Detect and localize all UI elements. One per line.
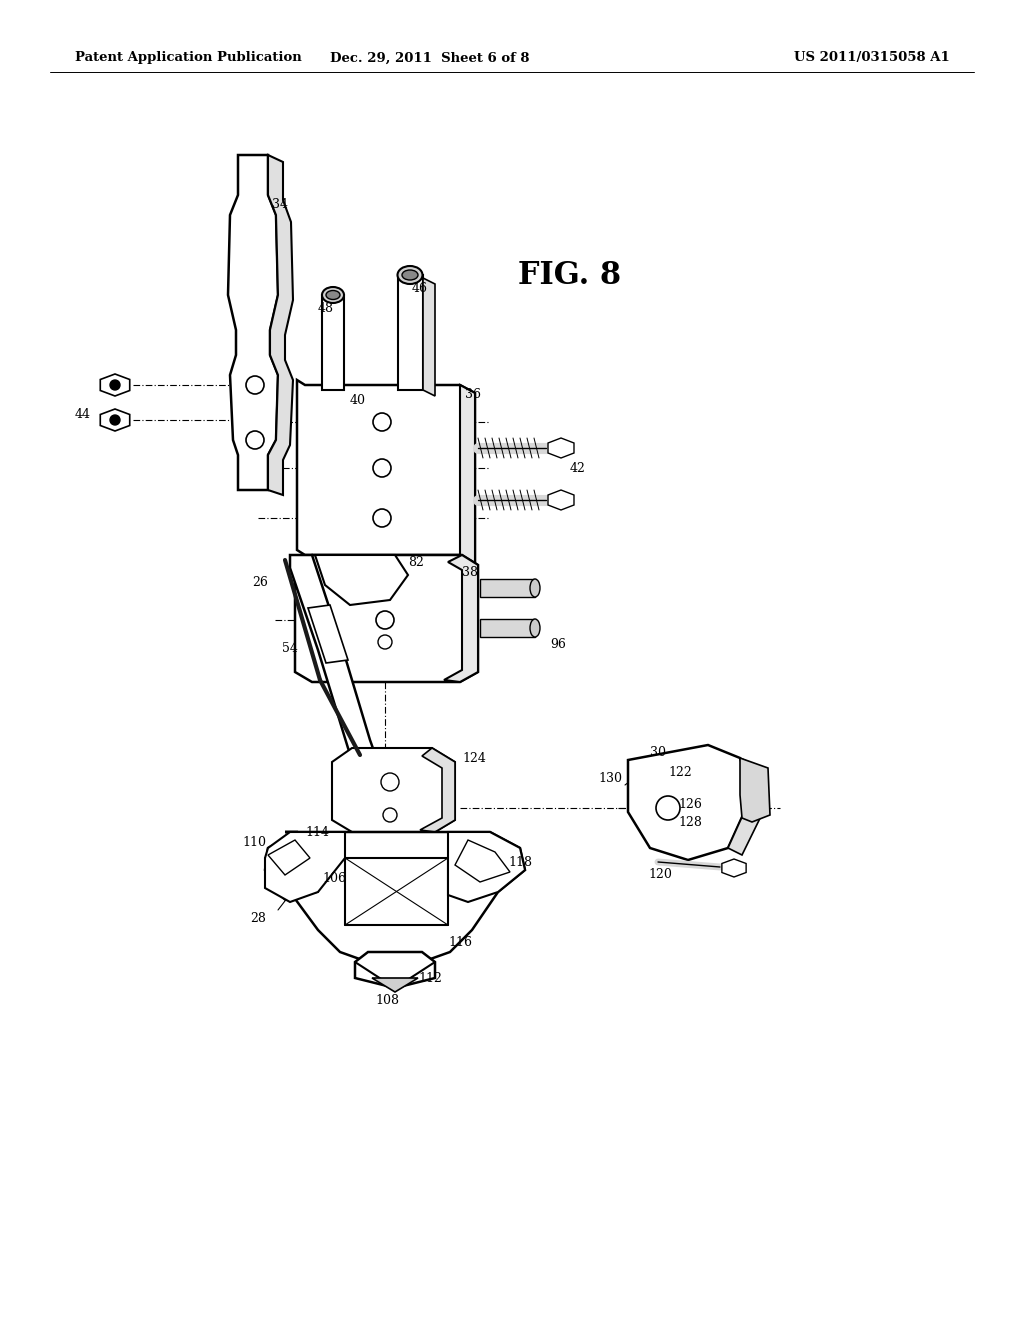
Text: 28: 28 — [250, 912, 266, 924]
Polygon shape — [295, 554, 478, 682]
Text: 46: 46 — [412, 281, 428, 294]
Text: 130: 130 — [598, 771, 622, 784]
Text: FIG. 8: FIG. 8 — [518, 260, 622, 290]
Text: 120: 120 — [648, 869, 672, 882]
Circle shape — [246, 376, 264, 393]
Polygon shape — [628, 744, 752, 861]
Polygon shape — [297, 380, 475, 564]
Polygon shape — [355, 952, 435, 987]
Text: 38: 38 — [462, 565, 478, 578]
Text: 110: 110 — [242, 836, 266, 849]
Text: 40: 40 — [350, 393, 366, 407]
Ellipse shape — [530, 579, 540, 597]
Polygon shape — [480, 619, 535, 638]
Circle shape — [110, 414, 120, 425]
Polygon shape — [460, 385, 475, 564]
Ellipse shape — [326, 290, 340, 300]
Polygon shape — [444, 554, 478, 682]
Polygon shape — [480, 579, 535, 597]
Text: US 2011/0315058 A1: US 2011/0315058 A1 — [795, 51, 950, 65]
Circle shape — [246, 432, 264, 449]
Text: 118: 118 — [508, 855, 532, 869]
Circle shape — [381, 774, 399, 791]
Circle shape — [373, 510, 391, 527]
Polygon shape — [308, 605, 348, 663]
Text: 106: 106 — [322, 871, 346, 884]
Text: Dec. 29, 2011  Sheet 6 of 8: Dec. 29, 2011 Sheet 6 of 8 — [331, 51, 529, 65]
Text: 54: 54 — [282, 642, 298, 655]
Polygon shape — [332, 748, 455, 832]
Polygon shape — [100, 374, 130, 396]
Text: 42: 42 — [570, 462, 586, 474]
Text: 126: 126 — [678, 799, 701, 812]
Text: 124: 124 — [462, 751, 485, 764]
Polygon shape — [228, 154, 278, 490]
Polygon shape — [290, 554, 395, 812]
Text: 30: 30 — [650, 746, 666, 759]
Ellipse shape — [322, 286, 344, 304]
Polygon shape — [265, 845, 325, 900]
Text: 48: 48 — [318, 301, 334, 314]
Text: 116: 116 — [449, 936, 472, 949]
Ellipse shape — [397, 267, 423, 284]
Polygon shape — [740, 758, 770, 822]
Circle shape — [383, 808, 397, 822]
Polygon shape — [265, 832, 525, 965]
Polygon shape — [265, 832, 345, 902]
Text: 44: 44 — [75, 408, 91, 421]
Text: 34: 34 — [272, 198, 288, 211]
Text: 122: 122 — [668, 766, 692, 779]
Polygon shape — [722, 859, 746, 876]
Polygon shape — [268, 154, 293, 495]
Text: 108: 108 — [375, 994, 399, 1006]
Polygon shape — [423, 279, 435, 396]
Text: Patent Application Publication: Patent Application Publication — [75, 51, 302, 65]
Text: 36: 36 — [465, 388, 481, 401]
Ellipse shape — [402, 271, 418, 280]
Polygon shape — [548, 438, 574, 458]
Polygon shape — [268, 840, 310, 875]
Text: 96: 96 — [550, 639, 566, 652]
Polygon shape — [420, 748, 455, 832]
Polygon shape — [548, 490, 574, 510]
Circle shape — [656, 796, 680, 820]
Polygon shape — [449, 832, 525, 902]
Circle shape — [110, 380, 120, 389]
Circle shape — [373, 413, 391, 432]
Polygon shape — [728, 758, 768, 855]
Polygon shape — [315, 554, 408, 605]
Circle shape — [376, 611, 394, 630]
Text: 26: 26 — [252, 576, 268, 589]
Text: 112: 112 — [418, 972, 442, 985]
Circle shape — [373, 459, 391, 477]
Polygon shape — [455, 840, 510, 882]
Circle shape — [378, 635, 392, 649]
Text: 128: 128 — [678, 816, 701, 829]
Polygon shape — [372, 978, 418, 993]
Text: 114: 114 — [305, 825, 329, 838]
Polygon shape — [398, 275, 423, 389]
Polygon shape — [322, 294, 344, 389]
Text: 82: 82 — [408, 556, 424, 569]
Polygon shape — [100, 409, 130, 432]
Ellipse shape — [530, 619, 540, 638]
